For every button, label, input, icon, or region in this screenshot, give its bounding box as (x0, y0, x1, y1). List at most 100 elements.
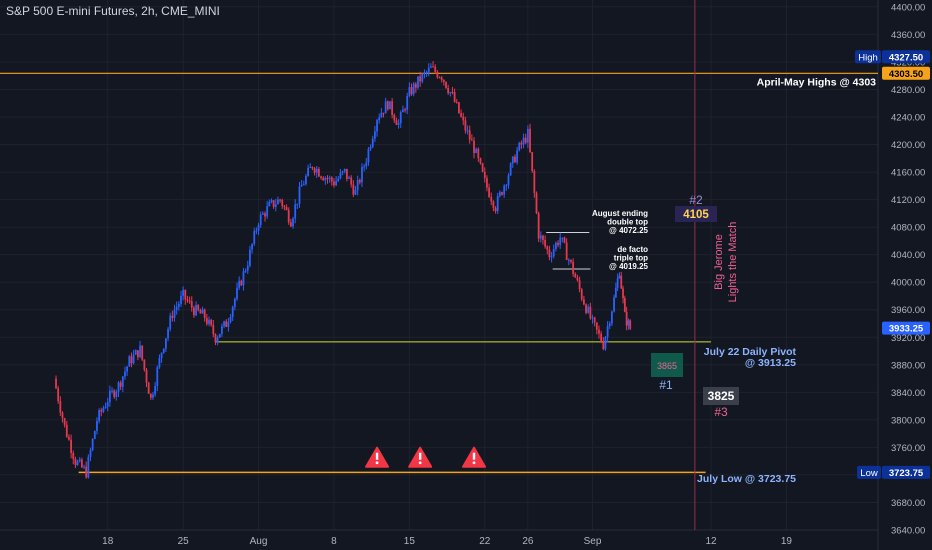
candle-body (199, 310, 202, 314)
candle-body (188, 300, 191, 302)
candle-body (363, 166, 366, 168)
double-top-note: August ending (592, 209, 648, 218)
candle-body (330, 177, 333, 182)
x-tick-label: 12 (705, 536, 717, 547)
candle-body (305, 175, 307, 185)
candle-body (616, 278, 619, 288)
low-tag-bg (857, 465, 881, 479)
candle-body (139, 345, 141, 358)
candle-body (389, 101, 391, 110)
candle-body (322, 177, 325, 181)
candle-body (620, 275, 623, 289)
x-tick-label: 15 (404, 536, 416, 547)
candle-body (126, 366, 129, 372)
candle-body (70, 439, 73, 453)
candle-body (242, 271, 245, 286)
candle-body (522, 137, 525, 145)
candle-body (613, 297, 615, 312)
candle-body (557, 242, 559, 245)
candle-body (629, 320, 632, 329)
candle-body (425, 72, 428, 74)
candle-body (529, 128, 531, 152)
candle-body (511, 156, 514, 164)
candle-body (100, 410, 103, 412)
candle-body (128, 356, 131, 367)
candle-body (350, 177, 353, 185)
candle-body (593, 317, 596, 323)
candle-body (419, 76, 422, 82)
warning-icon (408, 446, 433, 468)
april-may-high-label: April-May Highs @ 4303 (757, 76, 877, 88)
candle-body (93, 430, 96, 439)
candle-body (395, 120, 398, 125)
candle-body (175, 306, 178, 310)
candle-body (399, 112, 402, 124)
candle-body (147, 382, 150, 394)
low-value-badge-bg (882, 465, 930, 479)
pivot-label-line2: @ 3913.25 (745, 357, 796, 369)
triple-top-note: triple top (614, 254, 648, 263)
candle-body (622, 288, 624, 299)
candle-body (518, 142, 521, 151)
candle-body (352, 184, 355, 195)
candle-body (117, 382, 120, 392)
x-tick-label: Aug (250, 536, 268, 547)
low-value-badge: 3723.75 (889, 468, 924, 479)
candle-body (182, 289, 185, 296)
y-tick-label: 3840.00 (891, 388, 925, 399)
candle-body (208, 319, 210, 325)
candle-body (337, 178, 340, 181)
candle-body (587, 306, 590, 313)
candle-body (63, 418, 66, 425)
candle-body (600, 333, 603, 342)
candle-body (132, 354, 135, 364)
candle-body (442, 79, 445, 82)
candle-body (61, 412, 64, 419)
candle-body (279, 199, 281, 201)
candle-body (354, 190, 357, 195)
candle-body (505, 185, 508, 187)
candle-body (197, 305, 200, 311)
candle-body (458, 102, 460, 114)
candle-body (550, 256, 553, 258)
candle-body (264, 213, 266, 217)
candle-body (339, 172, 342, 179)
candle-body (149, 393, 152, 398)
y-tick-label: 3680.00 (891, 498, 925, 509)
y-tick-label: 4040.00 (891, 250, 925, 261)
candle-body (320, 176, 322, 178)
candle-body (598, 329, 600, 334)
y-tick-label: 3920.00 (891, 333, 925, 344)
candle-body (113, 390, 116, 397)
candle-body (255, 230, 258, 232)
candle-body (212, 324, 215, 335)
warning-bar (375, 452, 379, 460)
candle-body (430, 66, 432, 68)
candle-body (481, 163, 484, 172)
event-note-line1: Big Jerome (713, 234, 725, 290)
warning-dot (472, 461, 476, 465)
candle-body (180, 295, 182, 304)
y-tick-label: 4280.00 (891, 85, 925, 96)
candle-body (257, 224, 260, 231)
x-tick-label: 25 (178, 536, 190, 547)
candle-body (434, 66, 437, 72)
candle-body (317, 168, 320, 177)
candle-body (535, 193, 538, 214)
candle-body (440, 77, 443, 80)
candle-body (614, 287, 617, 298)
candle-body (449, 92, 452, 94)
candle-body (533, 170, 536, 194)
double-top-note: double top (607, 218, 648, 227)
candle-body (158, 357, 161, 368)
candle-body (559, 237, 562, 245)
triple-top-note: de facto (617, 245, 648, 254)
candle-body (406, 95, 409, 110)
candle-body (218, 333, 221, 338)
candle-body (520, 142, 523, 145)
candle-body (488, 187, 490, 198)
current-price-badge: 3933.25 (889, 324, 924, 335)
candle-body (98, 410, 101, 421)
warning-icon (462, 446, 487, 468)
